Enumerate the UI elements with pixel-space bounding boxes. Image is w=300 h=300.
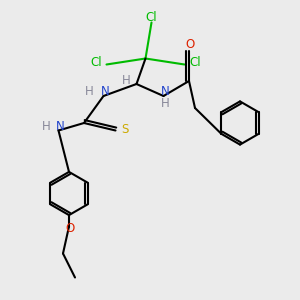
Text: Cl: Cl — [146, 11, 157, 24]
Text: N: N — [56, 119, 64, 133]
Text: O: O — [186, 38, 195, 52]
Text: S: S — [121, 123, 128, 136]
Text: N: N — [160, 85, 169, 98]
Text: O: O — [66, 222, 75, 236]
Text: Cl: Cl — [189, 56, 201, 70]
Text: H: H — [122, 74, 130, 88]
Text: N: N — [100, 85, 109, 98]
Text: H: H — [160, 97, 169, 110]
Text: Cl: Cl — [90, 56, 102, 70]
Text: H: H — [85, 85, 94, 98]
Text: H: H — [42, 119, 51, 133]
